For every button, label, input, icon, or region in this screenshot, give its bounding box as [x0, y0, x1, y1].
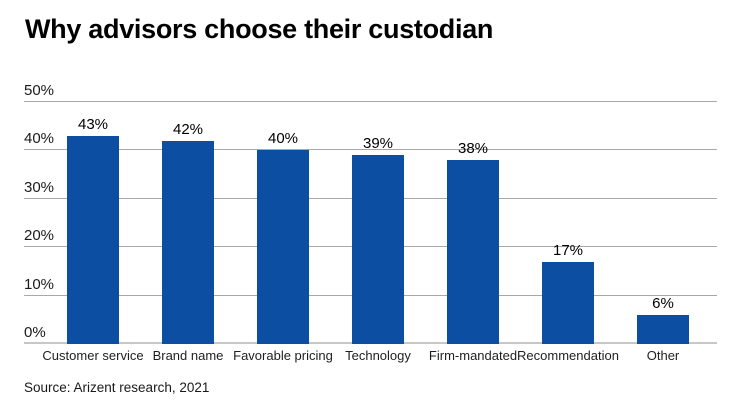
- x-axis-category-label: Customer service: [42, 348, 144, 363]
- bar-firm-mandated: [447, 160, 499, 344]
- y-axis-tick-label: 30%: [24, 179, 55, 196]
- x-axis-category-label: Brand name: [152, 348, 224, 363]
- page-title: Why advisors choose their custodian: [25, 14, 494, 44]
- gridline: [24, 101, 717, 102]
- bar-value-label: 42%: [172, 121, 204, 138]
- bar-value-label: 6%: [652, 295, 674, 312]
- gridline: [24, 149, 717, 150]
- bar-value-label: 17%: [552, 242, 584, 259]
- x-axis-category-label: Other: [646, 348, 680, 363]
- x-axis-category-label: Technology: [345, 348, 411, 363]
- bar-brand-name: [162, 141, 214, 344]
- y-axis-tick-label: 0%: [24, 324, 46, 341]
- bar-chart: 0% 10% 20% 30% 40% 50% 43% Customer service 42%…: [24, 82, 717, 363]
- x-axis-category-label: Favorable pricing: [233, 348, 333, 363]
- y-axis-tick-label: 50%: [24, 82, 55, 99]
- bar-other: [637, 315, 689, 344]
- y-axis-tick-label: 40%: [24, 130, 55, 147]
- bar-recommendation: [542, 262, 594, 344]
- bar-favorable-pricing: [257, 150, 309, 344]
- x-axis-category-label: Recommendation: [517, 348, 619, 363]
- source-note: Source: Arizent research, 2021: [24, 380, 210, 395]
- x-axis-category-label: Firm-mandated: [428, 348, 518, 363]
- bar-value-label: 40%: [267, 130, 299, 147]
- bar-value-label: 39%: [362, 135, 394, 152]
- bar-technology: [352, 155, 404, 344]
- y-axis-tick-label: 20%: [24, 227, 55, 244]
- bar-value-label: 38%: [457, 140, 489, 157]
- bar-value-label: 43%: [77, 116, 109, 133]
- y-axis-tick-label: 10%: [24, 276, 55, 293]
- bar-customer-service: [67, 136, 119, 344]
